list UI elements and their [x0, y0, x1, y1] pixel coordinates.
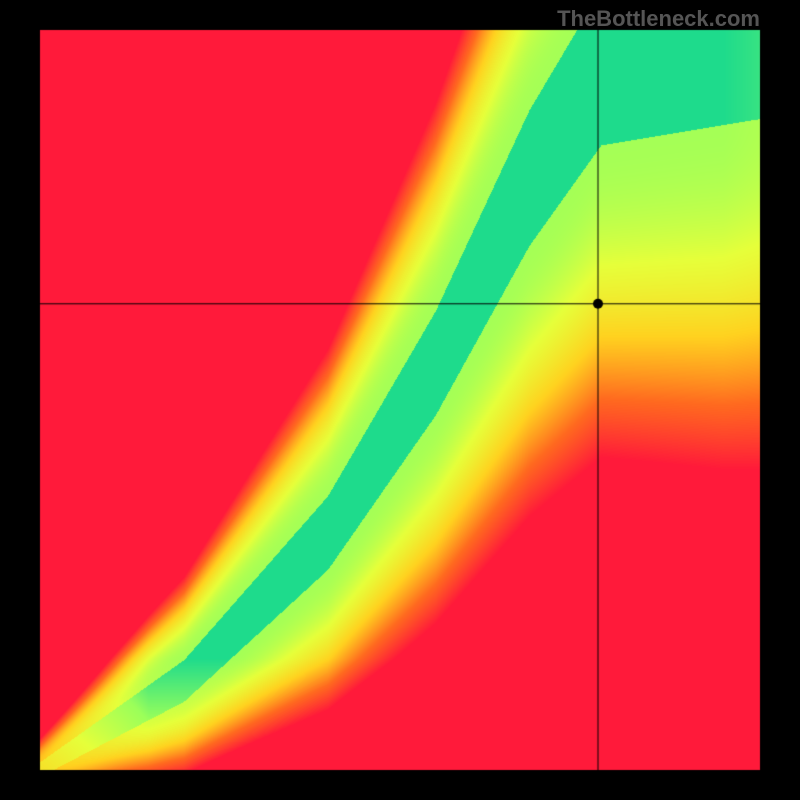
watermark-text: TheBottleneck.com [557, 6, 760, 32]
chart-container: TheBottleneck.com [0, 0, 800, 800]
bottleneck-heatmap [0, 0, 800, 800]
